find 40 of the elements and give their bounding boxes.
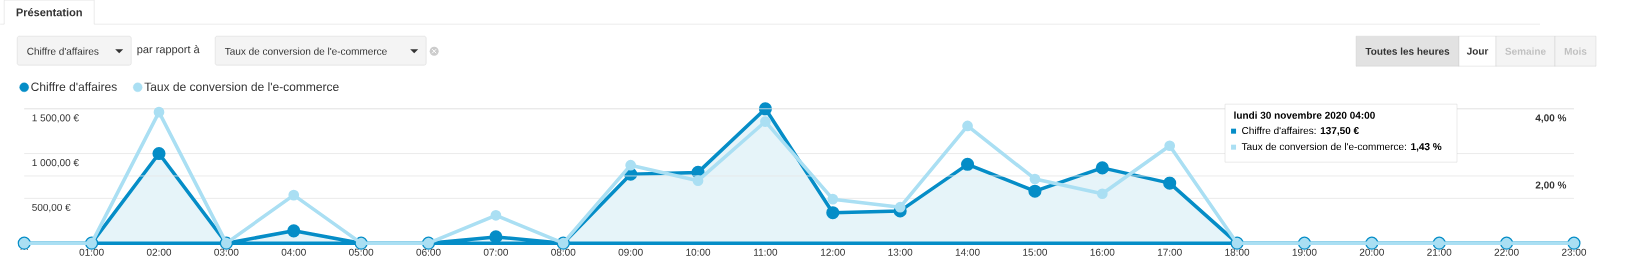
x-tick-label: 21:00 [1427,248,1452,256]
x-tick-label: 02:00 [146,248,172,256]
x-tick-label: 06:00 [416,248,441,256]
x-tick-label: 05:00 [349,248,374,256]
x-tick-label: 23:00 [1561,248,1587,256]
x-tick-label: 19:00 [1292,248,1317,256]
y-tick-label: 500,00 € [32,203,71,213]
x-tick-label: 09:00 [618,248,643,256]
y-tick-label: 1 500,00 € [32,114,79,123]
annotation: Chiffre d'affaires: 137,50 € [1242,126,1359,136]
y-tick-label: 1 000,00 € [32,159,79,168]
x-tick-label: … [20,248,28,250]
x-tick-label: 08:00 [551,248,576,256]
x-tick-label: 07:00 [483,248,509,256]
x-tick-label: 14:00 [955,248,980,256]
text: Taux de conversion de l'e-commerce [224,47,387,55]
x-tick-label: 20:00 [1359,248,1384,256]
y2-tick-label: 2,00 % [1535,181,1567,190]
text: Jour [1466,47,1489,55]
x-tick-label: 04:00 [281,248,306,256]
x-tick-label: 16:00 [1090,248,1115,256]
text: Chiffre d'affaires [27,47,99,55]
x-tick-label: 03:00 [214,248,239,256]
x-tick-label: 18:00 [1225,248,1250,256]
x-tick-label: 10:00 [686,248,711,256]
x-tick-label: 11:00 [754,248,778,256]
x-tick-label: 01:00 [79,248,104,256]
x-tick-label: 15:00 [1023,248,1048,256]
annotation: lundi 30 novembre 2020 04:00 [1234,111,1375,119]
x-tick-label: 13:00 [888,248,913,256]
annotation: Taux de conversion de l'e-commerce: 1,43 % [1241,142,1442,152]
x-tick-label: 17:00 [1157,248,1182,256]
x-tick-label: 12:00 [821,248,845,256]
text: Toutes les heures [1365,47,1450,55]
text: par rapport à [137,44,200,56]
x-tick-label: 22:00 [1494,248,1519,256]
y2-tick-label: 4,00 % [1535,114,1567,123]
legend-label: Chiffre d'affaires [31,82,117,91]
text: Présentation [16,8,82,17]
legend-label: Taux de conversion de l'e-commerce [144,82,339,91]
